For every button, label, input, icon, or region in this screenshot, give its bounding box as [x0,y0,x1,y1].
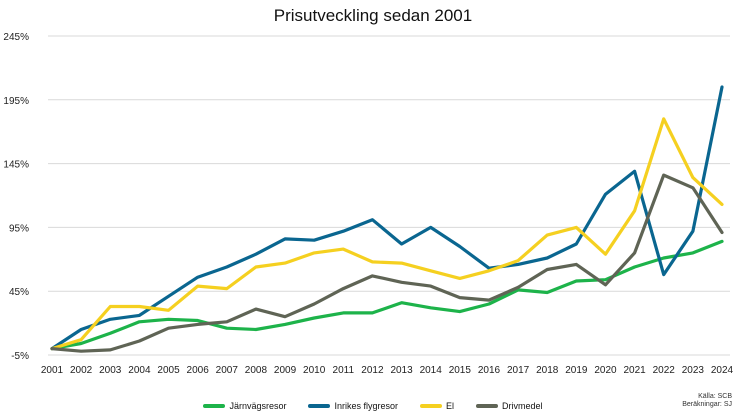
x-tick-label: 2001 [41,365,64,376]
x-tick-label: 2015 [449,365,472,376]
y-tick-label: 195% [3,96,29,107]
x-tick-label: 2014 [420,365,443,376]
x-tick-label: 2002 [70,365,93,376]
x-tick-label: 2020 [594,365,617,376]
x-tick-label: 2012 [361,365,384,376]
chart-title: Prisutveckling sedan 2001 [273,6,473,25]
legend-item: Drivmedel [476,401,543,411]
legend-swatch [476,404,499,408]
y-tick-label: 95% [9,223,29,234]
legend-item: El [420,401,454,411]
x-tick-label: 2019 [565,365,588,376]
legend-label: Järnvägsresor [229,401,287,411]
x-tick-label: 2003 [99,365,122,376]
x-tick-label: 2016 [478,365,501,376]
legend-swatch [203,404,226,408]
x-tick-label: 2013 [390,365,413,376]
legend-label: Inrikes flygresor [334,401,399,411]
series-line-drivmedel [50,173,724,353]
y-tick-label: -5% [11,351,29,362]
x-tick-label: 2008 [245,365,268,376]
source-note: Källa: SCB Beräkningar: SJ [682,393,732,409]
x-tick-label: 2005 [157,365,180,376]
x-tick-label: 2007 [216,365,239,376]
series-line-inrikes-flygresor [50,85,724,351]
source-line-2: Beräkningar: SJ [682,401,732,408]
source-line-1: Källa: SCB [698,393,732,400]
x-tick-label: 2021 [623,365,646,376]
x-tick-label: 2006 [187,365,210,376]
x-tick-label: 2017 [507,365,530,376]
legend-swatch [420,404,443,408]
x-tick-label: 2022 [653,365,676,376]
x-tick-label: 2023 [682,365,705,376]
chart-legend: Järnvägsresor Inrikes flygresor El Drivmede… [0,401,746,411]
y-tick-label: 45% [9,287,29,298]
x-tick-label: 2018 [536,365,559,376]
legend-swatch [308,404,331,408]
y-tick-label: 145% [3,160,29,171]
x-tick-label: 2024 [711,365,734,376]
x-tick-label: 2009 [274,365,297,376]
legend-item: Inrikes flygresor [308,401,398,411]
y-tick-label: 245% [3,32,29,43]
x-tick-label: 2004 [128,365,151,376]
legend-label: El [446,401,455,411]
x-tick-label: 2010 [303,365,326,376]
series-line-järnvägsresor [50,239,724,351]
series-line-el [50,117,724,351]
x-tick-label: 2011 [333,365,355,376]
legend-item: Järnvägsresor [203,401,286,411]
legend-label: Drivmedel [502,401,543,411]
